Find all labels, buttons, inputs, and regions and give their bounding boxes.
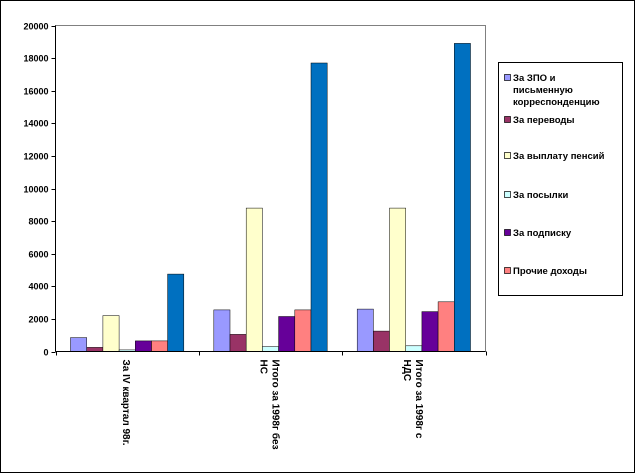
bar (278, 316, 296, 352)
bar (389, 207, 406, 352)
x-category-label-line: НДС (401, 360, 412, 382)
x-category-label: Итого за 1998г безНС (258, 360, 282, 450)
x-category-label: За IV квартал 98г. (120, 360, 131, 446)
y-axis: 0 2000 4000 6000 8000 10000 12000 14000 16000 180… (23, 22, 56, 358)
bar (229, 334, 247, 352)
bar (135, 340, 152, 352)
y-tick-label: 12000 (23, 152, 48, 162)
legend-swatch (504, 229, 511, 236)
bar (421, 311, 439, 352)
legend-label: За переводы (513, 115, 575, 126)
bar (86, 347, 104, 352)
bar (356, 308, 374, 352)
y-tick-label: 16000 (23, 87, 48, 97)
bar (151, 340, 168, 352)
x-category-label-line: За IV квартал 98г. (120, 360, 131, 446)
y-tick-label: 2000 (28, 315, 48, 325)
x-category-label: Итого за 1998г сНДС (401, 360, 424, 439)
legend-label: За выплату пенсий (513, 151, 605, 162)
bar (310, 62, 328, 352)
legend-label: За посылки (513, 190, 568, 201)
y-tick-label: 6000 (28, 250, 48, 260)
bar (262, 346, 279, 352)
legend: За ЗПО и письменную корреспонденцию За пере… (498, 62, 623, 296)
legend-swatch (504, 267, 511, 274)
legend-label: За ЗПО и письменную корреспонденцию (513, 73, 600, 108)
y-tick-label: 10000 (23, 185, 48, 195)
y-tick-label: 18000 (23, 54, 48, 64)
plot-area (55, 25, 486, 352)
y-tick-label: 4000 (28, 282, 48, 292)
bar (245, 207, 263, 352)
bar (294, 309, 312, 352)
legend-box (498, 62, 623, 296)
bar (437, 301, 455, 352)
bar (405, 345, 423, 352)
x-category-label-line: НС (258, 360, 269, 374)
legend-swatch (504, 74, 511, 81)
legend-label: Прочие доходы (513, 266, 587, 277)
y-tick-label: 14000 (23, 119, 48, 129)
bar (70, 337, 87, 352)
y-tick-label: 20000 (23, 22, 48, 32)
x-category-label-line: Итого за 1998г с (413, 360, 424, 439)
legend-label-line: корреспонденцию (513, 97, 600, 108)
bar (454, 43, 471, 352)
legend-label-line: письменную (513, 85, 573, 96)
bar (167, 273, 185, 352)
bar (213, 309, 231, 352)
bar (373, 330, 390, 352)
legend-label: За подписку (513, 228, 572, 239)
bar (102, 315, 120, 352)
legend-swatch (504, 116, 511, 123)
legend-swatch (504, 152, 511, 159)
x-axis: За IV квартал 98г. Итого за 1998г безНС Ит… (55, 351, 487, 450)
bars-group (70, 43, 471, 352)
y-tick-label: 8000 (28, 217, 48, 227)
legend-label-line: За ЗПО и (513, 73, 556, 84)
y-tick-label: 0 (43, 348, 48, 358)
legend-swatch (504, 191, 511, 198)
x-category-label-line: Итого за 1998г без (270, 360, 282, 450)
